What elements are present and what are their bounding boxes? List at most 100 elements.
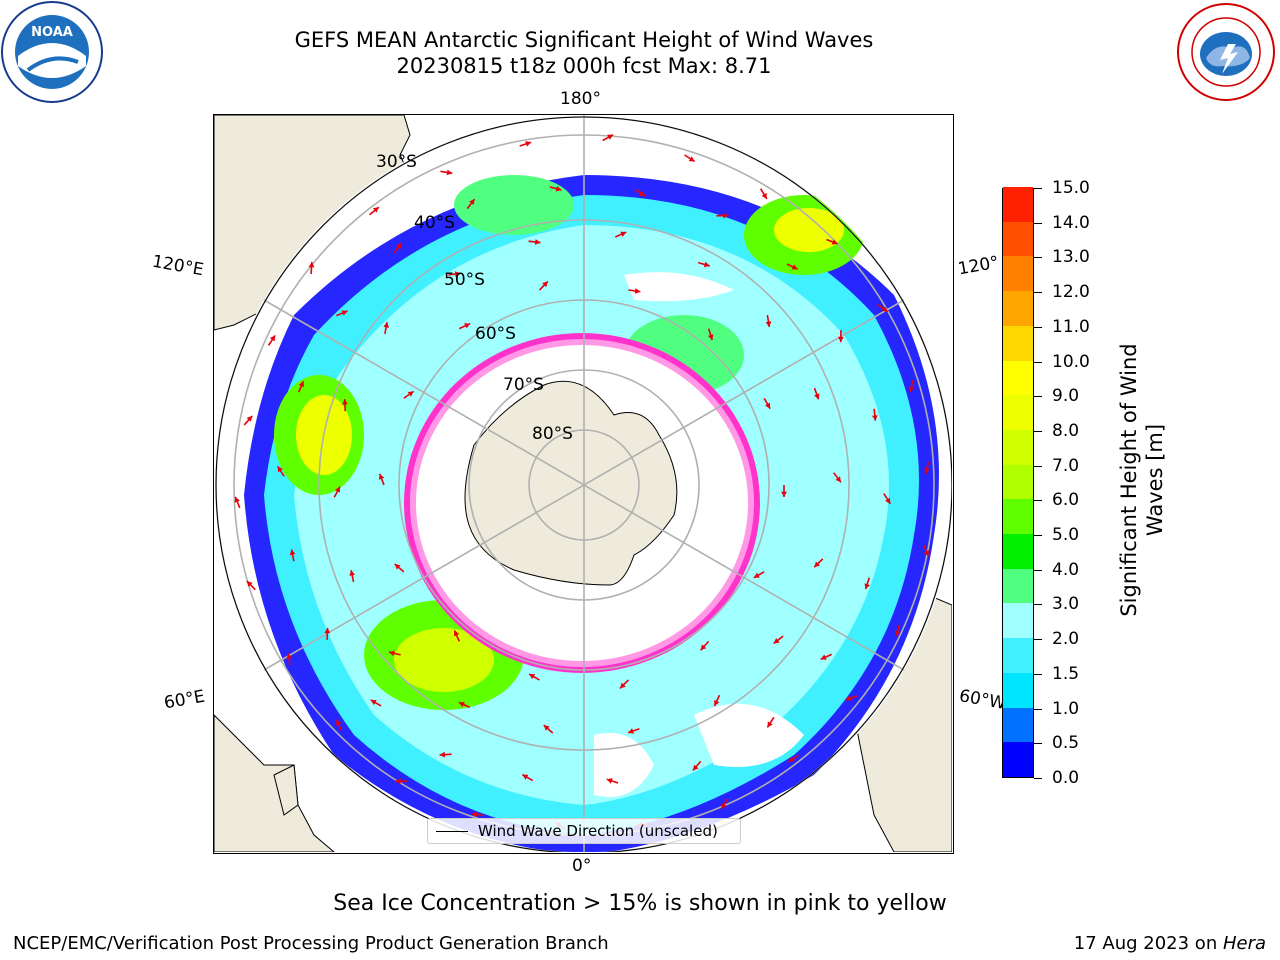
wind-wave-arrowhead <box>837 336 844 343</box>
wind-wave-arrowhead <box>885 497 891 504</box>
colorbar-tick <box>1034 465 1042 467</box>
wind-wave-arrowhead <box>471 811 477 818</box>
noaa-logo-text: NOAA <box>31 25 73 40</box>
wind-wave-arrowhead <box>908 386 915 393</box>
colorbar-segment <box>1003 741 1033 777</box>
colorbar-tick-label: 11.0 <box>1052 316 1090 337</box>
wind-wave-arrowhead <box>820 654 827 660</box>
wind-wave-arrowhead <box>628 728 635 734</box>
wind-wave-arrowhead <box>388 650 395 657</box>
colorbar-segment <box>1003 255 1033 292</box>
wind-wave-arrowhead <box>555 185 562 192</box>
wind-wave-arrowhead <box>298 381 304 388</box>
wind-wave-arrowhead <box>542 281 548 288</box>
wind-wave-arrowhead <box>394 564 401 570</box>
colorbar-tick-label: 0.5 <box>1052 733 1080 754</box>
wind-wave-arrowhead <box>764 402 771 409</box>
colorbar-tick <box>1034 535 1042 537</box>
colorbar-tick <box>1034 222 1042 224</box>
colorbar-segment <box>1003 533 1033 569</box>
colorbar-segment <box>1003 498 1033 535</box>
wind-wave-arrowhead <box>864 583 870 590</box>
colorbar-tick-label: 3.0 <box>1052 594 1080 615</box>
colorbar-label-text: Significant Height of Wind Waves [m] <box>1117 343 1167 617</box>
wind-wave-arrowhead <box>469 199 475 206</box>
noaa-logo: NOAA <box>0 0 104 104</box>
colorbar-segment <box>1003 568 1033 604</box>
wind-wave-arrowhead <box>529 674 536 680</box>
wind-wave-arrowhead <box>881 306 888 312</box>
wind-wave-arrowhead <box>831 239 838 245</box>
colorbar-tick <box>1034 396 1042 398</box>
lon-label-120w: 120° <box>956 252 1001 280</box>
colorbar-segment <box>1003 464 1033 500</box>
wind-wave-arrowhead <box>349 570 356 576</box>
colorbar-label: Significant Height of Wind Waves [m] <box>1082 330 1202 630</box>
wind-wave-arrowhead <box>721 803 727 809</box>
footer-credit: NCEP/EMC/Verification Post Processing Pr… <box>13 933 609 954</box>
wind-wave-arrowhead <box>620 231 627 237</box>
land-madagascar <box>273 764 299 816</box>
wind-wave-arrowhead <box>246 415 253 422</box>
lon-label-180: 180° <box>560 89 601 109</box>
wind-wave-arrowhead <box>753 572 760 578</box>
wind-wave-arrowhead <box>923 550 929 557</box>
wind-wave-arrowhead <box>453 630 460 637</box>
wind-wave-arrowhead <box>814 561 820 568</box>
wind-wave-arrowhead <box>522 774 529 780</box>
colorbar-segment <box>1003 637 1033 673</box>
lat-label-30s: 30°S <box>376 152 417 172</box>
land-africa <box>214 714 335 852</box>
wind-wave-arrowhead <box>814 393 820 400</box>
colorbar-tick <box>1034 257 1042 259</box>
wind-wave-arrowhead <box>845 695 852 701</box>
legend-label: Wind Wave Direction (unscaled) <box>478 822 718 840</box>
wind-wave-arrowhead <box>446 169 453 176</box>
lat-label-80s: 80°S <box>532 424 573 444</box>
wind-wave-arrowhead <box>341 310 348 316</box>
colorbar-segment <box>1003 394 1033 430</box>
wind-wave-arrowhead <box>308 261 315 268</box>
colorbar-tick <box>1034 778 1042 779</box>
wind-wave-arrowhead <box>634 288 641 294</box>
wind-wave-arrowhead <box>767 721 773 728</box>
wind-wave-arrowhead <box>765 321 772 327</box>
colorbar-tick <box>1034 292 1042 294</box>
colorbar-tick <box>1034 708 1042 710</box>
colorbar-segment <box>1003 290 1033 326</box>
wind-wave-arrowhead <box>383 322 389 328</box>
colorbar-tick <box>1034 430 1042 432</box>
colorbar-tick <box>1034 743 1042 745</box>
colorbar-tick-label: 10.0 <box>1052 351 1090 372</box>
lat-label-60s: 60°S <box>475 324 516 344</box>
colorbar-tick-label: 15.0 <box>1052 178 1090 198</box>
wind-wave-arrowhead <box>454 271 461 277</box>
colorbar-tick-label: 4.0 <box>1052 559 1080 580</box>
colorbar-segment <box>1003 429 1033 465</box>
wind-wave-arrowhead <box>234 496 240 503</box>
lon-label-120e: 120°E <box>150 251 206 281</box>
lat-label-50s: 50°S <box>444 270 485 290</box>
colorbar-tick <box>1034 361 1042 363</box>
map-legend: Wind Wave Direction (unscaled) <box>427 818 741 844</box>
colorbar-tick-label: 13.0 <box>1052 247 1090 268</box>
colorbar-tick-label: 8.0 <box>1052 420 1080 441</box>
lat-label-40s: 40°S <box>414 213 455 233</box>
wind-wave-arrowhead <box>407 391 414 397</box>
wind-wave-arrowhead <box>534 239 541 245</box>
wind-wave-arrowhead <box>639 190 646 197</box>
colorbar <box>1002 186 1034 778</box>
wind-wave-arrowhead <box>872 415 878 421</box>
wind-wave-arrowhead <box>781 491 787 497</box>
colorbar-tick <box>1034 673 1042 675</box>
colorbar-tick-label: 2.0 <box>1052 629 1080 650</box>
wind-wave-arrowhead <box>835 476 841 483</box>
lon-label-60w: 60°W <box>957 686 1008 714</box>
wind-wave-arrowhead <box>269 335 276 342</box>
wind-wave-arrowhead <box>378 473 385 480</box>
wind-wave-arrowhead <box>791 264 798 270</box>
colorbar-segment <box>1003 707 1033 743</box>
colorbar-tick-label: 6.0 <box>1052 490 1080 511</box>
colorbar-tick <box>1034 326 1042 328</box>
wind-wave-arrowhead <box>788 756 795 762</box>
